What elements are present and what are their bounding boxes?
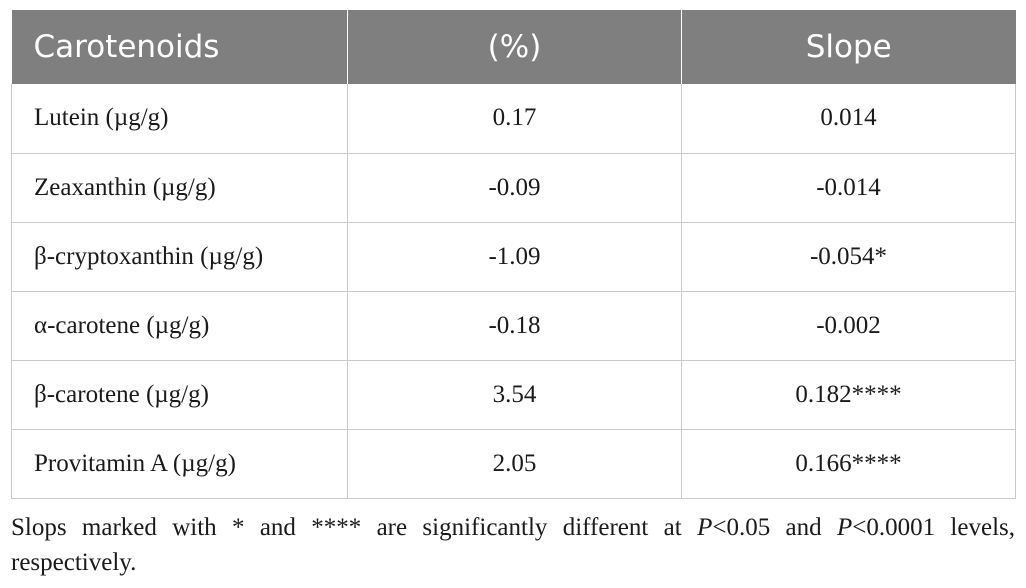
- table-row: β-cryptoxanthin (µg/g) -1.09 -0.054*: [11, 222, 1016, 292]
- row-slope-cell: 0.166****: [681, 429, 1016, 499]
- row-slope-cell: 0.014: [681, 84, 1016, 154]
- footnote-text-part1: Slops marked with * and **** are signifi…: [11, 514, 698, 541]
- row-percent-cell: 3.54: [347, 360, 682, 430]
- carotenoids-table-container: Carotenoids (%) Slope Lutein (µg/g) 0.17…: [11, 10, 1016, 499]
- row-percent-cell: 2.05: [347, 429, 682, 499]
- row-slope-cell: -0.014: [681, 153, 1016, 223]
- row-slope-cell: 0.182****: [681, 360, 1016, 430]
- table-row: α-carotene (µg/g) -0.18 -0.002: [11, 291, 1016, 361]
- table-row: Zeaxanthin (µg/g) -0.09 -0.014: [11, 153, 1016, 223]
- row-name-cell: α-carotene (µg/g): [11, 291, 348, 361]
- header-carotenoids: Carotenoids: [11, 10, 348, 84]
- row-slope-cell: -0.002: [681, 291, 1016, 361]
- row-percent-cell: -0.09: [347, 153, 682, 223]
- row-name-cell: Lutein (µg/g): [11, 84, 348, 154]
- table-row: Lutein (µg/g) 0.17 0.014: [11, 84, 1016, 154]
- row-name-cell: β-cryptoxanthin (µg/g): [11, 222, 348, 292]
- footnote-text-part3: <0.0001 levels, respectively.: [11, 514, 1015, 576]
- table-header: Carotenoids (%) Slope: [11, 10, 1016, 84]
- table-body: Lutein (µg/g) 0.17 0.014 Zeaxanthin (µg/…: [11, 84, 1016, 499]
- row-name-cell: β-carotene (µg/g): [11, 360, 348, 430]
- row-name-cell: Zeaxanthin (µg/g): [11, 153, 348, 223]
- header-row: Carotenoids (%) Slope: [11, 10, 1016, 84]
- table-row: β-carotene (µg/g) 3.54 0.182****: [11, 360, 1016, 430]
- header-slope: Slope: [681, 10, 1016, 84]
- table-row: Provitamin A (µg/g) 2.05 0.166****: [11, 429, 1016, 499]
- footnote-text-part2: <0.05 and: [712, 514, 837, 541]
- row-name-cell: Provitamin A (µg/g): [11, 429, 348, 499]
- carotenoids-table: Carotenoids (%) Slope Lutein (µg/g) 0.17…: [11, 10, 1016, 499]
- footnote-p-symbol-2: P: [836, 514, 853, 541]
- row-slope-cell: -0.054*: [681, 222, 1016, 292]
- table-footnote: Slops marked with * and **** are signifi…: [11, 510, 1015, 580]
- row-percent-cell: -0.18: [347, 291, 682, 361]
- row-percent-cell: 0.17: [347, 84, 682, 154]
- header-percent: (%): [347, 10, 682, 84]
- row-percent-cell: -1.09: [347, 222, 682, 292]
- footnote-p-symbol-1: P: [697, 514, 713, 541]
